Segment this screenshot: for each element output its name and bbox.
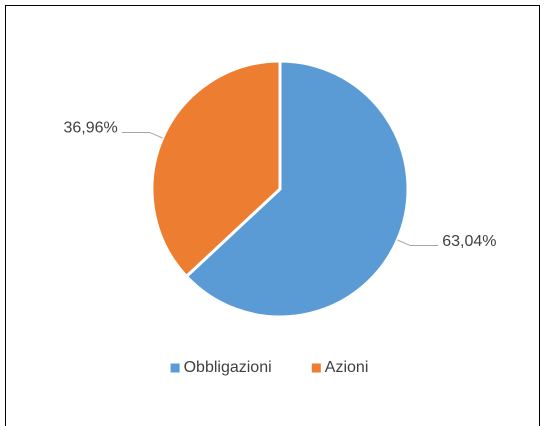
leader-line xyxy=(121,131,163,139)
data-label: 36,96% xyxy=(63,120,117,137)
legend-label: Azioni xyxy=(325,359,369,376)
legend-label: Obbligazioni xyxy=(184,359,272,376)
legend-swatch xyxy=(170,363,180,373)
leader-line xyxy=(397,239,439,247)
legend-swatch xyxy=(311,363,321,373)
pie-slice xyxy=(150,59,282,279)
data-label: 63,04% xyxy=(442,233,496,250)
